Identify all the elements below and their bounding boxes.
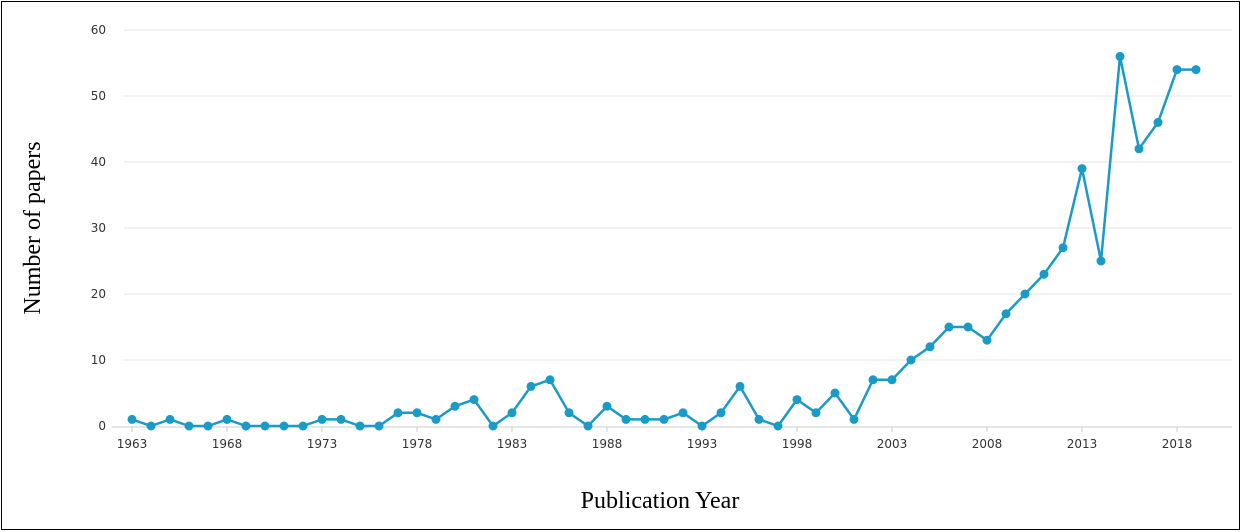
- y-tick-label: 40: [91, 155, 106, 169]
- data-point: [355, 421, 365, 431]
- y-tick-label: 0: [98, 419, 106, 433]
- data-point: [412, 408, 422, 418]
- data-point: [222, 414, 232, 424]
- data-point: [393, 408, 403, 418]
- x-tick-label: 1983: [497, 437, 528, 451]
- data-point: [431, 414, 441, 424]
- data-point: [1096, 256, 1106, 266]
- data-point: [602, 401, 612, 411]
- data-point: [792, 395, 802, 405]
- x-tick-label: 1963: [117, 437, 148, 451]
- series-line: [131, 55, 1196, 428]
- data-point: [887, 375, 897, 385]
- x-tick-label: 1973: [307, 437, 338, 451]
- data-point: [1115, 51, 1125, 61]
- data-point: [260, 421, 270, 431]
- data-point: [203, 421, 213, 431]
- data-point: [298, 421, 308, 431]
- data-point: [906, 355, 916, 365]
- data-point: [336, 414, 346, 424]
- data-point: [1001, 309, 1011, 319]
- data-point: [526, 381, 536, 391]
- y-tick-label: 60: [91, 23, 106, 37]
- data-point: [1039, 269, 1049, 279]
- y-axis-ticks: 0 10 20 30 40 50 60: [91, 23, 106, 433]
- data-point: [963, 322, 973, 332]
- data-point: [279, 421, 289, 431]
- data-point: [450, 401, 460, 411]
- data-point: [146, 421, 156, 431]
- data-point: [127, 414, 137, 424]
- data-point: [374, 421, 384, 431]
- data-point: [849, 414, 859, 424]
- data-point: [716, 408, 726, 418]
- data-point: [944, 322, 954, 332]
- data-point: [469, 395, 479, 405]
- data-point: [1134, 144, 1144, 154]
- data-point: [868, 375, 878, 385]
- data-point: [773, 421, 783, 431]
- data-point: [165, 414, 175, 424]
- x-tick-label: 2008: [972, 437, 1003, 451]
- data-point: [830, 388, 840, 398]
- data-point: [621, 414, 631, 424]
- data-point: [1191, 65, 1201, 75]
- y-tick-label: 10: [91, 353, 106, 367]
- data-point: [678, 408, 688, 418]
- data-point: [488, 421, 498, 431]
- data-point: [811, 408, 821, 418]
- data-point: [925, 342, 935, 352]
- y-tick-label: 50: [91, 89, 106, 103]
- data-point: [735, 381, 745, 391]
- data-point: [583, 421, 593, 431]
- data-point: [184, 421, 194, 431]
- data-point: [241, 421, 251, 431]
- data-point: [982, 335, 992, 345]
- data-point: [1172, 65, 1182, 75]
- data-point: [564, 408, 574, 418]
- x-tick-label: 2003: [877, 437, 908, 451]
- data-point: [697, 421, 707, 431]
- y-axis-title: Number of papers: [20, 141, 46, 314]
- data-point: [545, 375, 555, 385]
- data-point: [754, 414, 764, 424]
- data-point: [317, 414, 327, 424]
- data-point: [1020, 289, 1030, 299]
- x-axis-ticks: 1963 1968 1973 1978 1983 1988 1993 1998 2003 2008…: [117, 427, 1193, 451]
- x-tick-label: 2018: [1162, 437, 1193, 451]
- x-tick-label: 1978: [402, 437, 433, 451]
- x-tick-label: 2013: [1067, 437, 1098, 451]
- data-point: [640, 414, 650, 424]
- x-tick-label: 1993: [687, 437, 718, 451]
- x-tick-label: 1988: [592, 437, 623, 451]
- gridlines: [124, 29, 1232, 361]
- data-series: [127, 51, 1201, 431]
- y-tick-label: 20: [91, 287, 106, 301]
- y-tick-label: 30: [91, 221, 106, 235]
- data-point: [507, 408, 517, 418]
- x-axis-title: Publication Year: [581, 488, 740, 514]
- data-point: [1077, 164, 1087, 174]
- data-point: [1058, 243, 1068, 253]
- x-tick-label: 1968: [212, 437, 243, 451]
- x-tick-label: 1998: [782, 437, 813, 451]
- data-point: [1153, 117, 1163, 127]
- data-point: [659, 414, 669, 424]
